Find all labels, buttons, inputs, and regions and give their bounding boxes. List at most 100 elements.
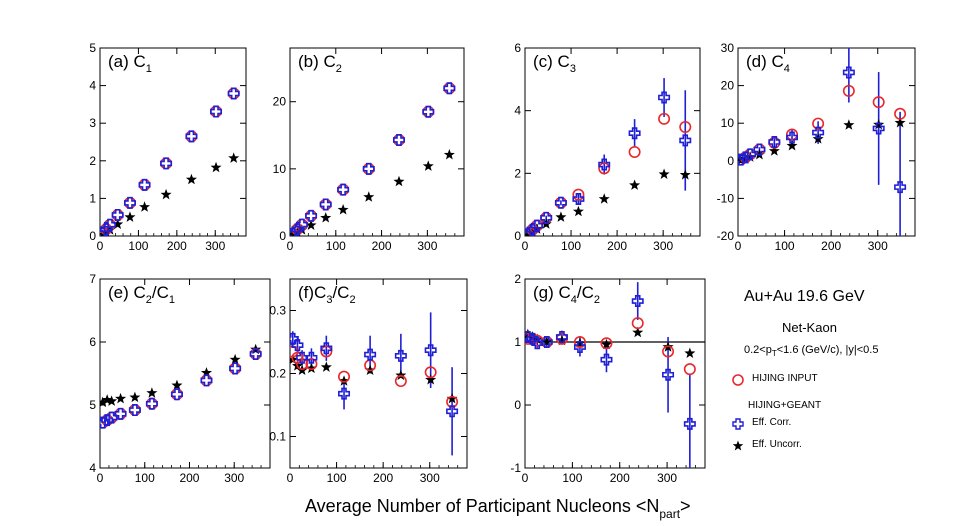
cross-point [530, 219, 543, 232]
star-point [768, 145, 780, 156]
star-point [446, 392, 458, 404]
circle-point [872, 96, 885, 109]
cross-point [554, 196, 567, 209]
x-tick-label: 0 [522, 239, 529, 253]
star-point [600, 338, 612, 350]
circle-point [812, 117, 825, 130]
panel-label-sub: 4 [784, 63, 790, 75]
cross-point [424, 344, 437, 357]
y-tick-label: 3 [89, 116, 96, 130]
y-tick-label: 0.3 [269, 304, 286, 318]
y-tick-label: 0 [514, 398, 521, 412]
y-tick-label: 0.1 [269, 430, 286, 444]
star-point [555, 211, 567, 222]
x-tick-label: 100 [128, 239, 148, 253]
star-point [320, 361, 332, 372]
circle-point [598, 162, 611, 175]
circle-point [305, 358, 318, 371]
x-tick-label: 200 [373, 471, 393, 485]
cross-point [572, 193, 585, 206]
cross-point [160, 157, 173, 170]
panel-5: 0 100 200 300 0.1 0.2 0.3 (f)C3/C2 [269, 278, 468, 485]
y-tick-label: 5 [89, 398, 96, 412]
cross-point [658, 91, 671, 104]
cross-point [362, 162, 375, 175]
cross-point [526, 332, 539, 345]
circle-point [786, 128, 799, 141]
star-point [115, 392, 127, 404]
x-tick-label: 200 [167, 239, 187, 253]
circle-point [210, 105, 223, 118]
circle-point [200, 374, 213, 387]
star-point [443, 148, 455, 160]
legend: Au+Au 19.6 GeV Net-Kaon 0.2<pT<1.6 (GeV/… [728, 288, 948, 458]
cross-point [738, 153, 747, 166]
legend-corr-label: Eff. Corr. [752, 417, 792, 428]
y-tick-label: 6 [514, 41, 521, 55]
star-point [679, 169, 691, 180]
circle-point [683, 363, 696, 376]
cross-point [540, 211, 553, 224]
x-tick-label: 100 [327, 471, 347, 485]
star-point [229, 353, 241, 365]
x-tick-label: 0 [287, 471, 294, 485]
circle-point [443, 82, 456, 95]
y-tick-label: 7 [89, 272, 96, 286]
x-tick-label: 300 [868, 239, 888, 253]
circle-point [600, 337, 613, 350]
cross-point [320, 342, 333, 355]
x-tick-label: 0 [522, 471, 529, 485]
cross-point [337, 183, 350, 196]
panel-label: (g) C4/C2 [533, 283, 600, 306]
cross-point [114, 407, 127, 420]
circle-point [394, 375, 407, 388]
x-tick-label: 100 [775, 239, 795, 253]
circle-point [145, 397, 158, 410]
circle-point [572, 188, 585, 201]
circle-point [296, 358, 309, 371]
panel-label-sub2: 2 [594, 294, 600, 306]
x-tick-label: 300 [420, 471, 440, 485]
circle-point [337, 183, 350, 196]
cross-point [894, 181, 907, 194]
cross-point [364, 348, 377, 361]
panel-label-mid: /C [152, 283, 169, 302]
panel-label: (a) C1 [108, 52, 152, 75]
y-tick-label: 1 [514, 335, 521, 349]
cross-point [170, 388, 183, 401]
y-tick-label: -1 [510, 461, 521, 475]
panel-label-main: (a) C [108, 52, 146, 71]
panel-label: (f)C3/C2 [298, 283, 356, 306]
star-point [425, 374, 437, 385]
cross-point [185, 130, 198, 143]
star-point [337, 204, 349, 215]
x-tick-label: 300 [653, 239, 673, 253]
plot-area [100, 343, 262, 429]
cross-point [123, 196, 136, 209]
circle-point [319, 198, 332, 211]
star-point [574, 337, 586, 348]
circle-point [842, 84, 855, 97]
cross-point [744, 148, 757, 161]
cross-point [100, 416, 109, 429]
plot-area [100, 87, 240, 236]
star-point [100, 396, 109, 408]
cross-point [210, 105, 223, 118]
star-point [171, 379, 183, 391]
panel-label-sub2: 1 [169, 294, 175, 306]
cross-point [628, 127, 641, 140]
cross-point [531, 337, 544, 350]
cross-point [753, 143, 766, 156]
cross-point [105, 411, 118, 424]
star-point [160, 188, 172, 200]
star-point [684, 347, 696, 359]
star-point [786, 139, 798, 151]
y-tick-label: 30 [721, 41, 735, 55]
plot-area [738, 48, 907, 236]
y-tick-label: 0 [514, 229, 521, 243]
plot-frame [99, 47, 247, 237]
plot-area [290, 312, 459, 456]
